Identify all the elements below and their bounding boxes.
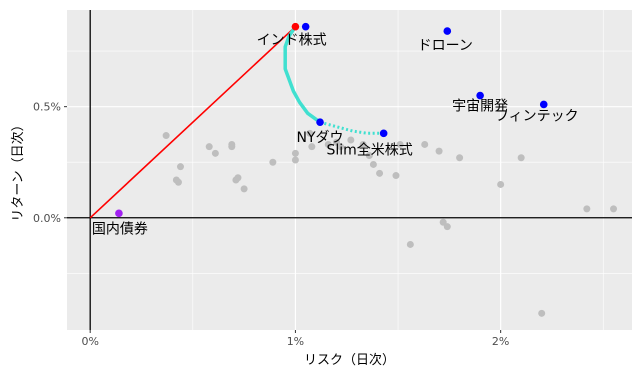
- asset-point: [435, 147, 443, 155]
- highlight-point: [316, 118, 324, 127]
- axis-tick-labels: 0% 1% 2% 0.0% 0.5%: [33, 101, 509, 348]
- asset-point: [176, 163, 184, 171]
- plot-panel: [67, 10, 632, 330]
- highlighted-assets-points: [115, 22, 548, 218]
- point-label: インド株式: [257, 33, 327, 49]
- highlight-point: [476, 91, 484, 100]
- asset-point: [359, 140, 367, 148]
- asset-point: [396, 140, 404, 148]
- asset-point: [211, 149, 219, 157]
- asset-point: [439, 218, 447, 226]
- point-label: ドローン: [418, 38, 473, 54]
- point-label: Slim全米株式: [327, 141, 413, 158]
- asset-point: [269, 158, 277, 166]
- y-tick-label: 0.0%: [33, 212, 61, 225]
- asset-point: [421, 140, 429, 148]
- highlight-point: [539, 100, 548, 109]
- x-tick-label: 0%: [81, 335, 98, 348]
- asset-point: [376, 169, 384, 177]
- asset-point: [456, 154, 464, 162]
- highlight-point: [379, 129, 388, 138]
- point-label: NYダウ: [297, 130, 344, 146]
- asset-point: [174, 178, 182, 186]
- efficient-frontier-solid: [283, 24, 322, 124]
- asset-point: [324, 140, 332, 148]
- point-label: 宇宙開発: [452, 99, 508, 115]
- asset-point: [406, 240, 414, 248]
- capital-market-line: [89, 26, 296, 219]
- y-tick-label: 0.5%: [33, 101, 61, 114]
- x-axis-title: リスク（日次）: [304, 352, 395, 368]
- asset-point: [337, 143, 345, 151]
- asset-point: [610, 205, 618, 213]
- x-tick-label: 1%: [287, 335, 304, 348]
- highlight-point: [443, 27, 452, 35]
- tangency-point: [291, 22, 300, 31]
- asset-point: [240, 185, 248, 193]
- asset-point: [291, 156, 299, 164]
- asset-point: [365, 152, 373, 160]
- asset-point: [347, 136, 355, 144]
- efficient-frontier-dotted: [319, 120, 384, 135]
- x-tick-label: 2%: [492, 335, 509, 348]
- asset-point: [308, 143, 316, 151]
- other-assets-points: [162, 129, 618, 317]
- asset-point: [205, 143, 213, 151]
- risk-free-point: [115, 209, 123, 218]
- frontier-and-cml: [89, 24, 384, 219]
- asset-point: [369, 160, 377, 168]
- asset-point: [583, 205, 591, 213]
- asset-point: [306, 129, 314, 137]
- asset-point: [443, 223, 451, 231]
- highlight-point: [301, 22, 310, 31]
- asset-point: [538, 309, 546, 317]
- asset-point: [517, 154, 525, 162]
- asset-point: [234, 174, 242, 182]
- point-label: 国内債券: [92, 221, 148, 237]
- asset-point: [497, 180, 505, 188]
- asset-point: [332, 138, 340, 146]
- asset-point: [392, 172, 400, 180]
- asset-point: [291, 149, 299, 157]
- asset-point: [228, 143, 236, 151]
- zero-axis-lines: [67, 10, 632, 330]
- point-label: フィンテック: [495, 108, 579, 124]
- asset-point: [162, 132, 170, 140]
- y-axis-title: リターン（日次）: [10, 118, 26, 221]
